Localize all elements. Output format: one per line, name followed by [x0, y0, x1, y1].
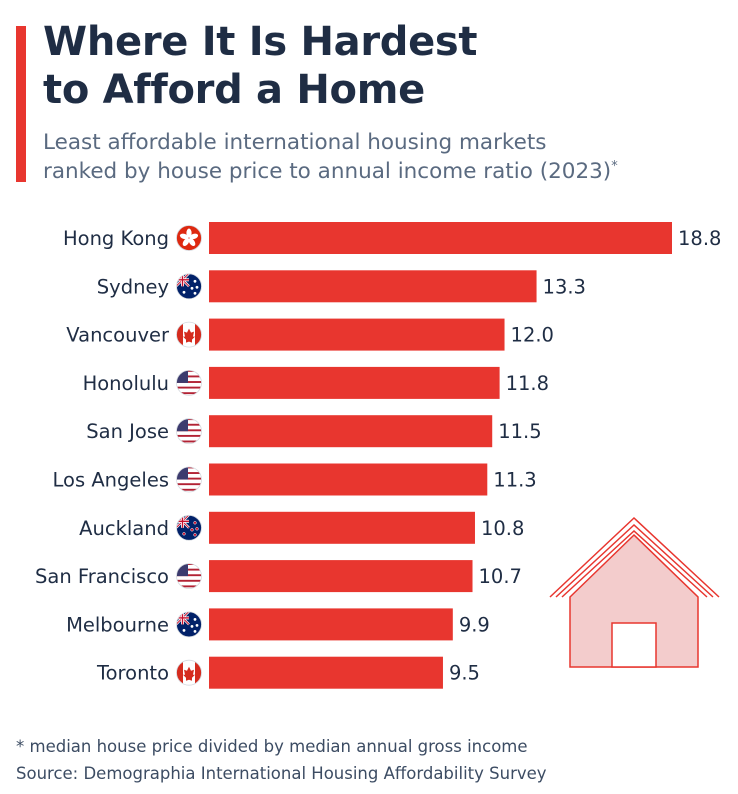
subtitle-line-2: ranked by house price to annual income r… — [43, 157, 723, 186]
value-label-auckland: 10.8 — [481, 517, 524, 540]
chart-subtitle: Least affordable international housing m… — [43, 128, 723, 186]
bar-toronto — [209, 656, 443, 689]
value-label-hong-kong: 18.8 — [678, 227, 721, 250]
flag-usa-icon — [176, 563, 202, 589]
category-label-toronto: Toronto — [96, 662, 169, 685]
category-label-melbourne: Melbourne — [66, 613, 169, 636]
category-label-auckland: Auckland — [79, 517, 169, 540]
flag-usa-icon — [176, 369, 202, 396]
chart-title-line-2: to Afford a Home — [43, 67, 425, 113]
value-label-honolulu: 11.8 — [506, 372, 549, 395]
bar-melbourne — [209, 608, 453, 641]
value-label-melbourne: 9.9 — [459, 613, 490, 636]
flag-canada-icon — [176, 659, 202, 686]
footnote: * median house price divided by median a… — [16, 737, 528, 756]
bar-san-jose — [209, 415, 493, 448]
bar-vancouver — [209, 318, 505, 351]
bar-auckland — [209, 511, 475, 544]
flag-usa-icon — [176, 418, 202, 445]
title-accent-bar — [16, 26, 26, 182]
category-label-hong-kong: Hong Kong — [63, 227, 169, 250]
flag-australia-icon — [176, 273, 202, 300]
bar-los-angeles — [209, 463, 488, 496]
bar-honolulu — [209, 366, 500, 399]
chart-footer: * median house price divided by median a… — [16, 733, 716, 787]
category-label-san-francisco: San Francisco — [35, 565, 169, 588]
chart-title-line-1: Where It Is Hardest — [43, 19, 478, 65]
subtitle-footnote-mark: * — [611, 158, 618, 174]
flag-canada-icon — [176, 321, 202, 348]
category-label-san-jose: San Jose — [86, 420, 169, 443]
flag-australia-icon — [176, 611, 202, 638]
flag-new-zealand-icon — [176, 514, 202, 541]
value-label-toronto: 9.5 — [449, 662, 480, 685]
value-label-sydney: 13.3 — [543, 275, 586, 298]
category-label-honolulu: Honolulu — [83, 372, 169, 395]
subtitle-line-1: Least affordable international housing m… — [43, 130, 547, 155]
category-label-vancouver: Vancouver — [66, 324, 170, 347]
chart-title: Where It Is Hardest to Afford a Home — [43, 18, 703, 114]
bar-san-francisco — [209, 560, 473, 593]
bar-hong-kong — [209, 222, 672, 254]
flag-usa-icon — [176, 466, 202, 493]
subtitle-line-2-text: ranked by house price to annual income r… — [43, 159, 612, 184]
bar-sydney — [209, 270, 537, 303]
value-label-los-angeles: 11.3 — [493, 469, 536, 492]
value-label-san-jose: 11.5 — [498, 420, 541, 443]
source-note: Source: Demographia International Housin… — [16, 764, 547, 783]
flag-hong-kong-icon — [176, 225, 202, 251]
category-label-los-angeles: Los Angeles — [53, 469, 169, 492]
value-label-san-francisco: 10.7 — [479, 565, 522, 588]
value-label-vancouver: 12.0 — [511, 324, 554, 347]
house-illustration — [549, 516, 720, 668]
category-label-sydney: Sydney — [97, 275, 169, 298]
